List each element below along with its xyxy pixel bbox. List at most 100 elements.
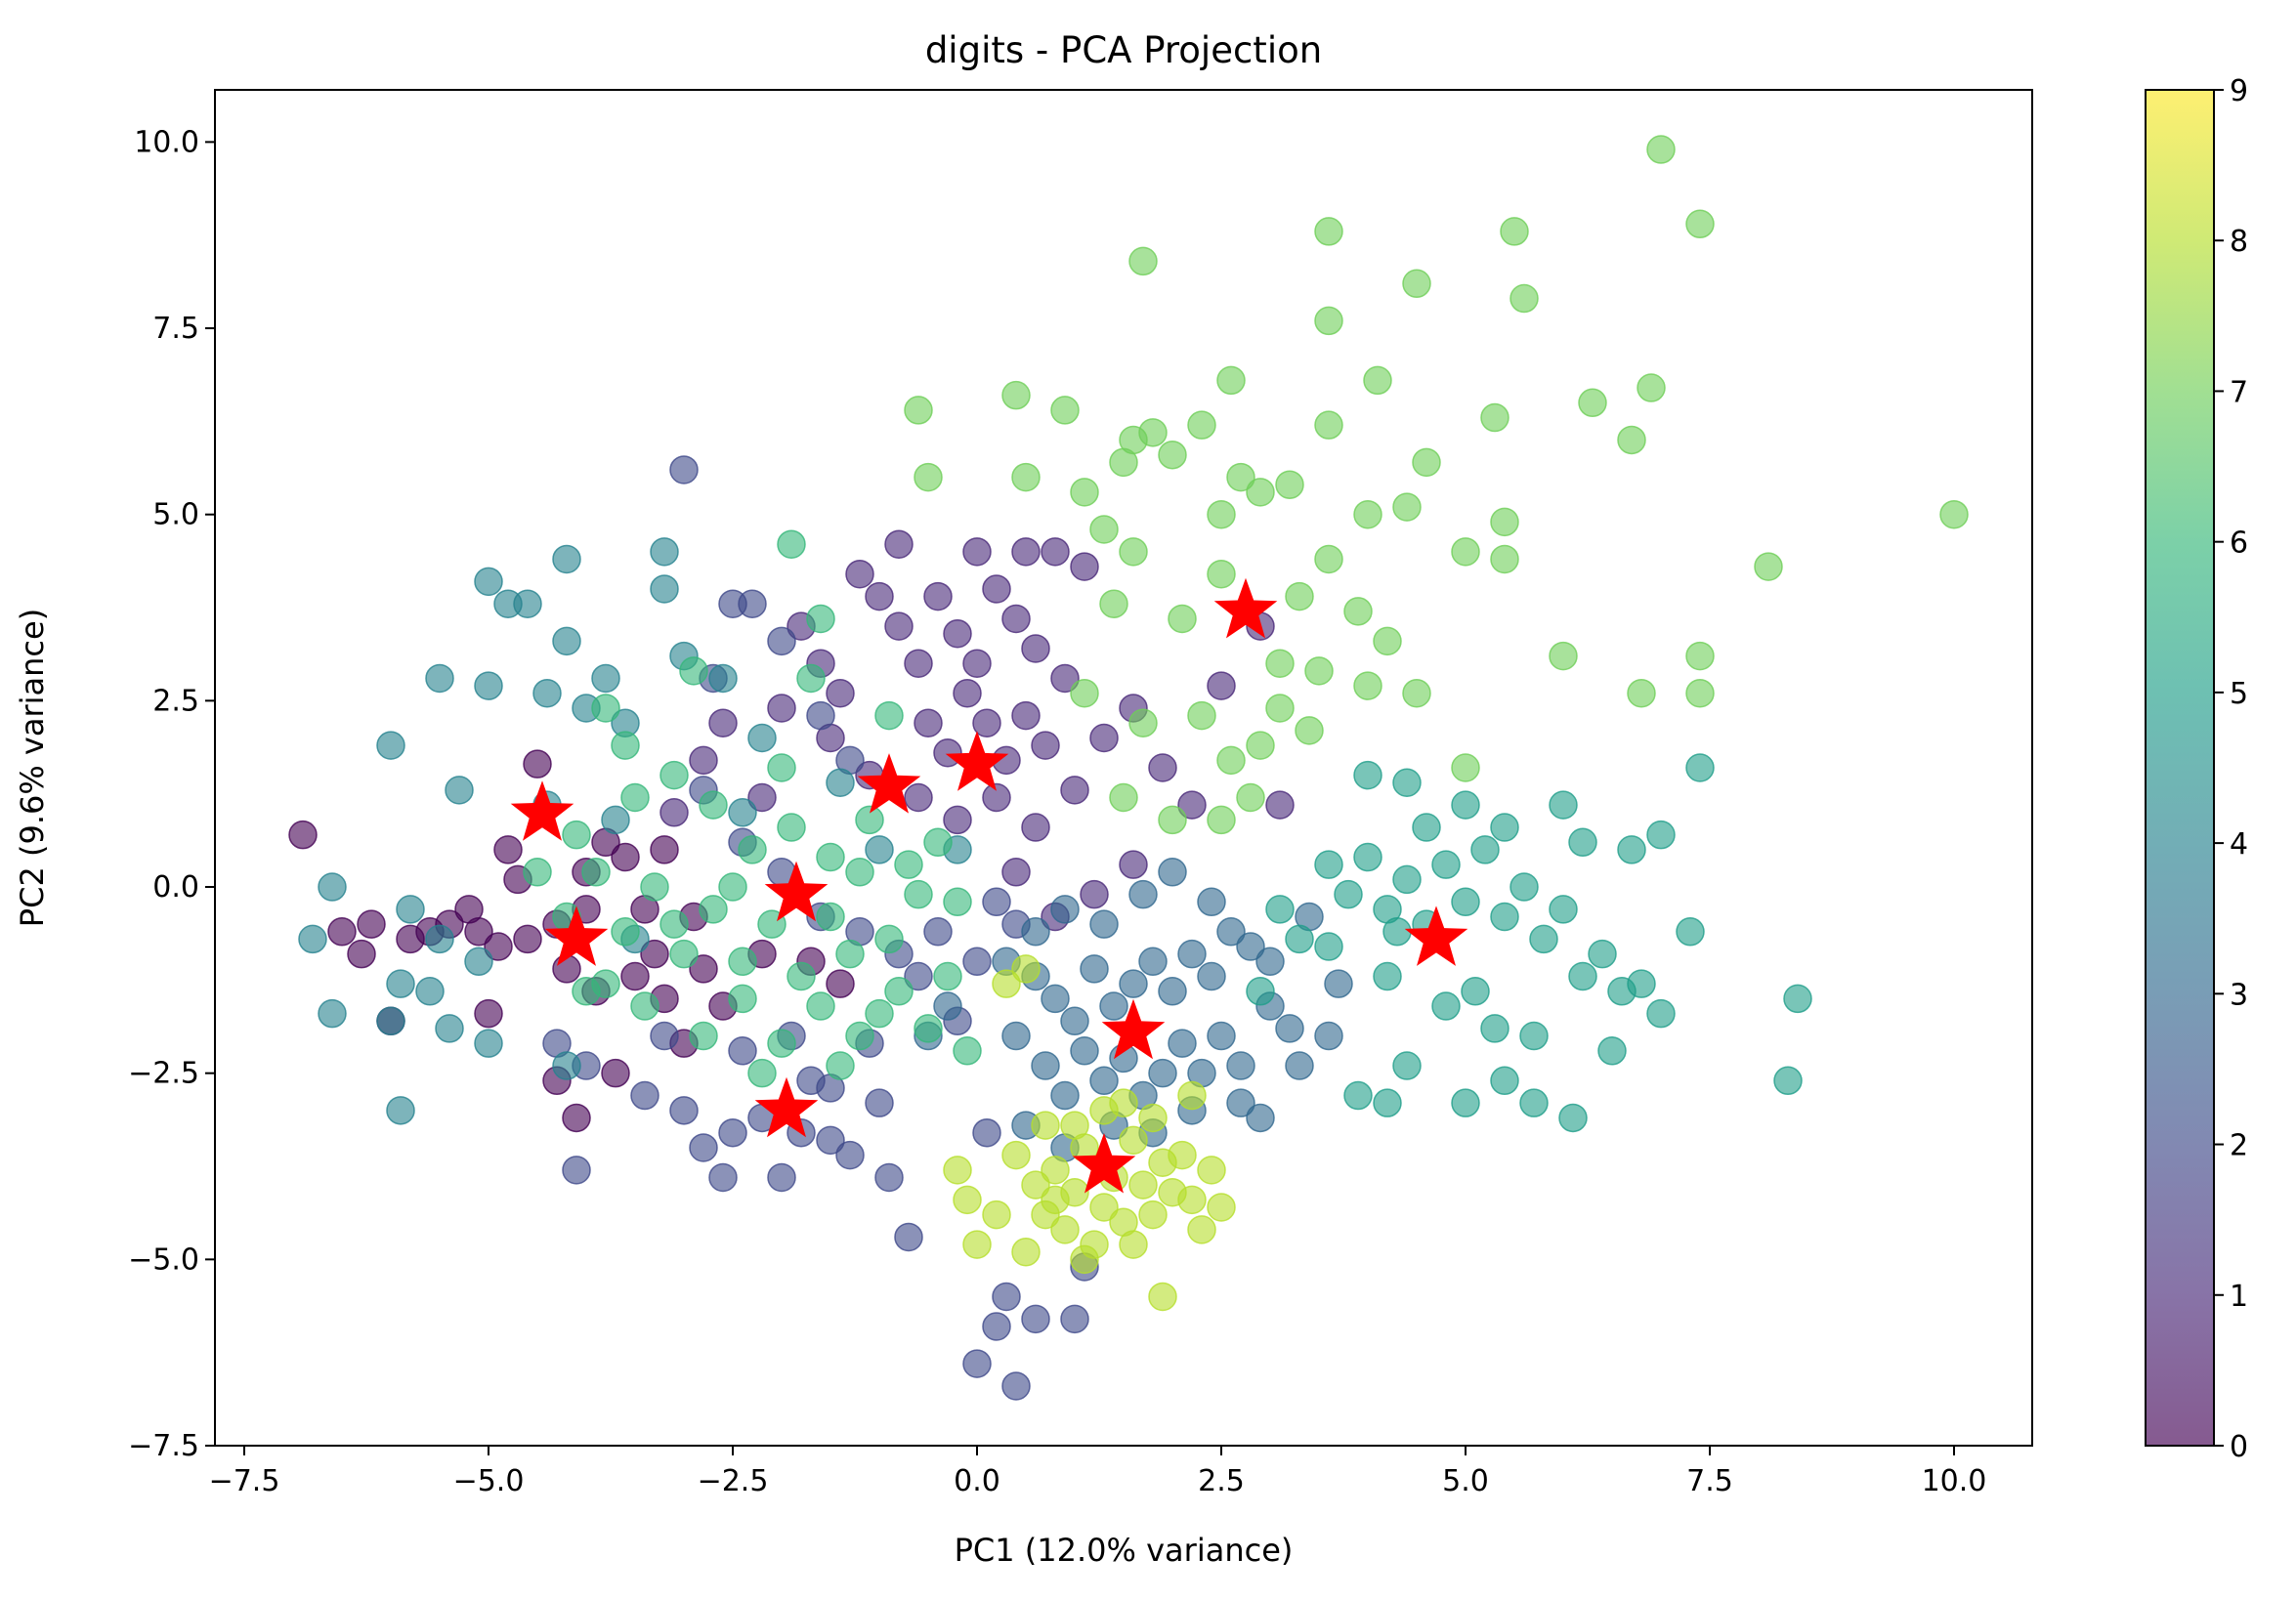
scatter-point (816, 902, 845, 932)
scatter-point (747, 782, 777, 813)
scatter-point (1676, 917, 1705, 947)
scatter-point (611, 842, 640, 872)
scatter-point (1119, 1230, 1148, 1259)
scatter-point (767, 626, 796, 656)
scatter-point (474, 998, 503, 1029)
scatter-point (1480, 402, 1509, 433)
scatter-point (943, 805, 972, 835)
scatter-point (1617, 425, 1646, 455)
scatter-point (992, 969, 1021, 998)
scatter-point (806, 700, 835, 731)
scatter-point (1011, 1237, 1041, 1267)
scatter-point (689, 1133, 718, 1162)
scatter-point (962, 1349, 992, 1378)
scatter-point (327, 917, 357, 947)
scatter-point (728, 1036, 757, 1066)
scatter-point (1089, 1193, 1119, 1222)
scatter-point (1939, 499, 1969, 529)
scatter-point (992, 1282, 1021, 1312)
scatter-point (1549, 641, 1578, 671)
scatter-point (982, 1312, 1011, 1341)
scatter-point (318, 998, 347, 1029)
scatter-point (1216, 745, 1246, 776)
scatter-point (816, 842, 845, 872)
scatter-point (1480, 1014, 1509, 1043)
scatter-point (376, 731, 405, 760)
scatter-point (1509, 872, 1539, 902)
scatter-point (650, 835, 679, 864)
centroid-star (764, 861, 829, 922)
x-axis-title: PC1 (12.0% variance) (955, 1532, 1294, 1569)
scatter-point (1246, 731, 1275, 760)
scatter-point (1041, 984, 1070, 1014)
scatter-point (650, 537, 679, 567)
scatter-point (708, 708, 738, 737)
scatter-point (562, 820, 591, 850)
scatter-point (1314, 544, 1343, 574)
scatter-point (1392, 1051, 1422, 1080)
centroid-star (544, 905, 609, 966)
x-axis: −7.5 −5.0 −2.5 0.0 2.5 5.0 7.5 10.0 (209, 1446, 1986, 1498)
scatter-point (933, 991, 962, 1021)
scatter-point (894, 1222, 923, 1252)
scatter-point (1089, 515, 1119, 544)
scatter-point (1050, 396, 1080, 425)
scatter-point (767, 753, 796, 782)
scatter-point (288, 820, 318, 850)
class-centroids (510, 577, 1468, 1194)
scatter-point (1275, 470, 1304, 499)
scatter-point (1226, 1088, 1255, 1117)
scatter-point (1519, 1021, 1549, 1051)
scatter-point (1119, 537, 1148, 567)
scatter-point (1050, 1080, 1080, 1111)
scatter-point (611, 917, 640, 947)
x-tick-label: 5.0 (1442, 1464, 1489, 1498)
colorbar-tick-label: 2 (2230, 1129, 2248, 1163)
scatter-point (1265, 694, 1295, 723)
scatter-point (1382, 917, 1412, 947)
colorbar-tick-label: 8 (2230, 225, 2248, 259)
scatter-point (904, 782, 933, 813)
scatter-point (1001, 380, 1031, 410)
scatter-point (1128, 708, 1158, 737)
scatter-point (865, 1088, 894, 1117)
scatter-point (445, 776, 474, 805)
scatter-point (1412, 813, 1441, 842)
scatter-point (728, 947, 757, 977)
centroid-star (754, 1076, 819, 1138)
scatter-point (894, 850, 923, 879)
scatter-point (552, 544, 581, 574)
scatter-point (523, 749, 552, 779)
scatter-point (1568, 961, 1597, 991)
scatter-point (1001, 604, 1031, 634)
scatter-point (923, 581, 953, 611)
scatter-point (1685, 209, 1715, 239)
scatter-point (865, 998, 894, 1029)
scatter-point (728, 798, 757, 827)
scatter-point (1353, 760, 1382, 790)
scatter-point (1246, 478, 1275, 507)
scatter-point (1109, 782, 1138, 813)
scatter-point (1265, 895, 1295, 924)
scatter-point (1304, 656, 1334, 686)
scatter-point (464, 947, 493, 977)
scatter-point (1373, 961, 1402, 991)
scatter-point (1050, 1215, 1080, 1244)
scatter-point (1021, 1304, 1050, 1334)
scatter-point (1197, 1156, 1226, 1185)
scatter-point (767, 694, 796, 723)
scatter-point (1001, 1371, 1031, 1401)
scatter-point (630, 991, 659, 1021)
scatter-point (1001, 858, 1031, 887)
scatter-point (1001, 1140, 1031, 1170)
scatter-point (1158, 977, 1187, 1006)
scatter-point (572, 977, 601, 1006)
scatter-point (1412, 447, 1441, 478)
scatter-point (845, 559, 874, 589)
centroid-star (510, 780, 574, 841)
scatter-point (787, 961, 816, 991)
scatter-point (845, 858, 874, 887)
scatter-point (581, 858, 611, 887)
scatter-point (1148, 1058, 1177, 1088)
scatter-point (1168, 604, 1197, 634)
